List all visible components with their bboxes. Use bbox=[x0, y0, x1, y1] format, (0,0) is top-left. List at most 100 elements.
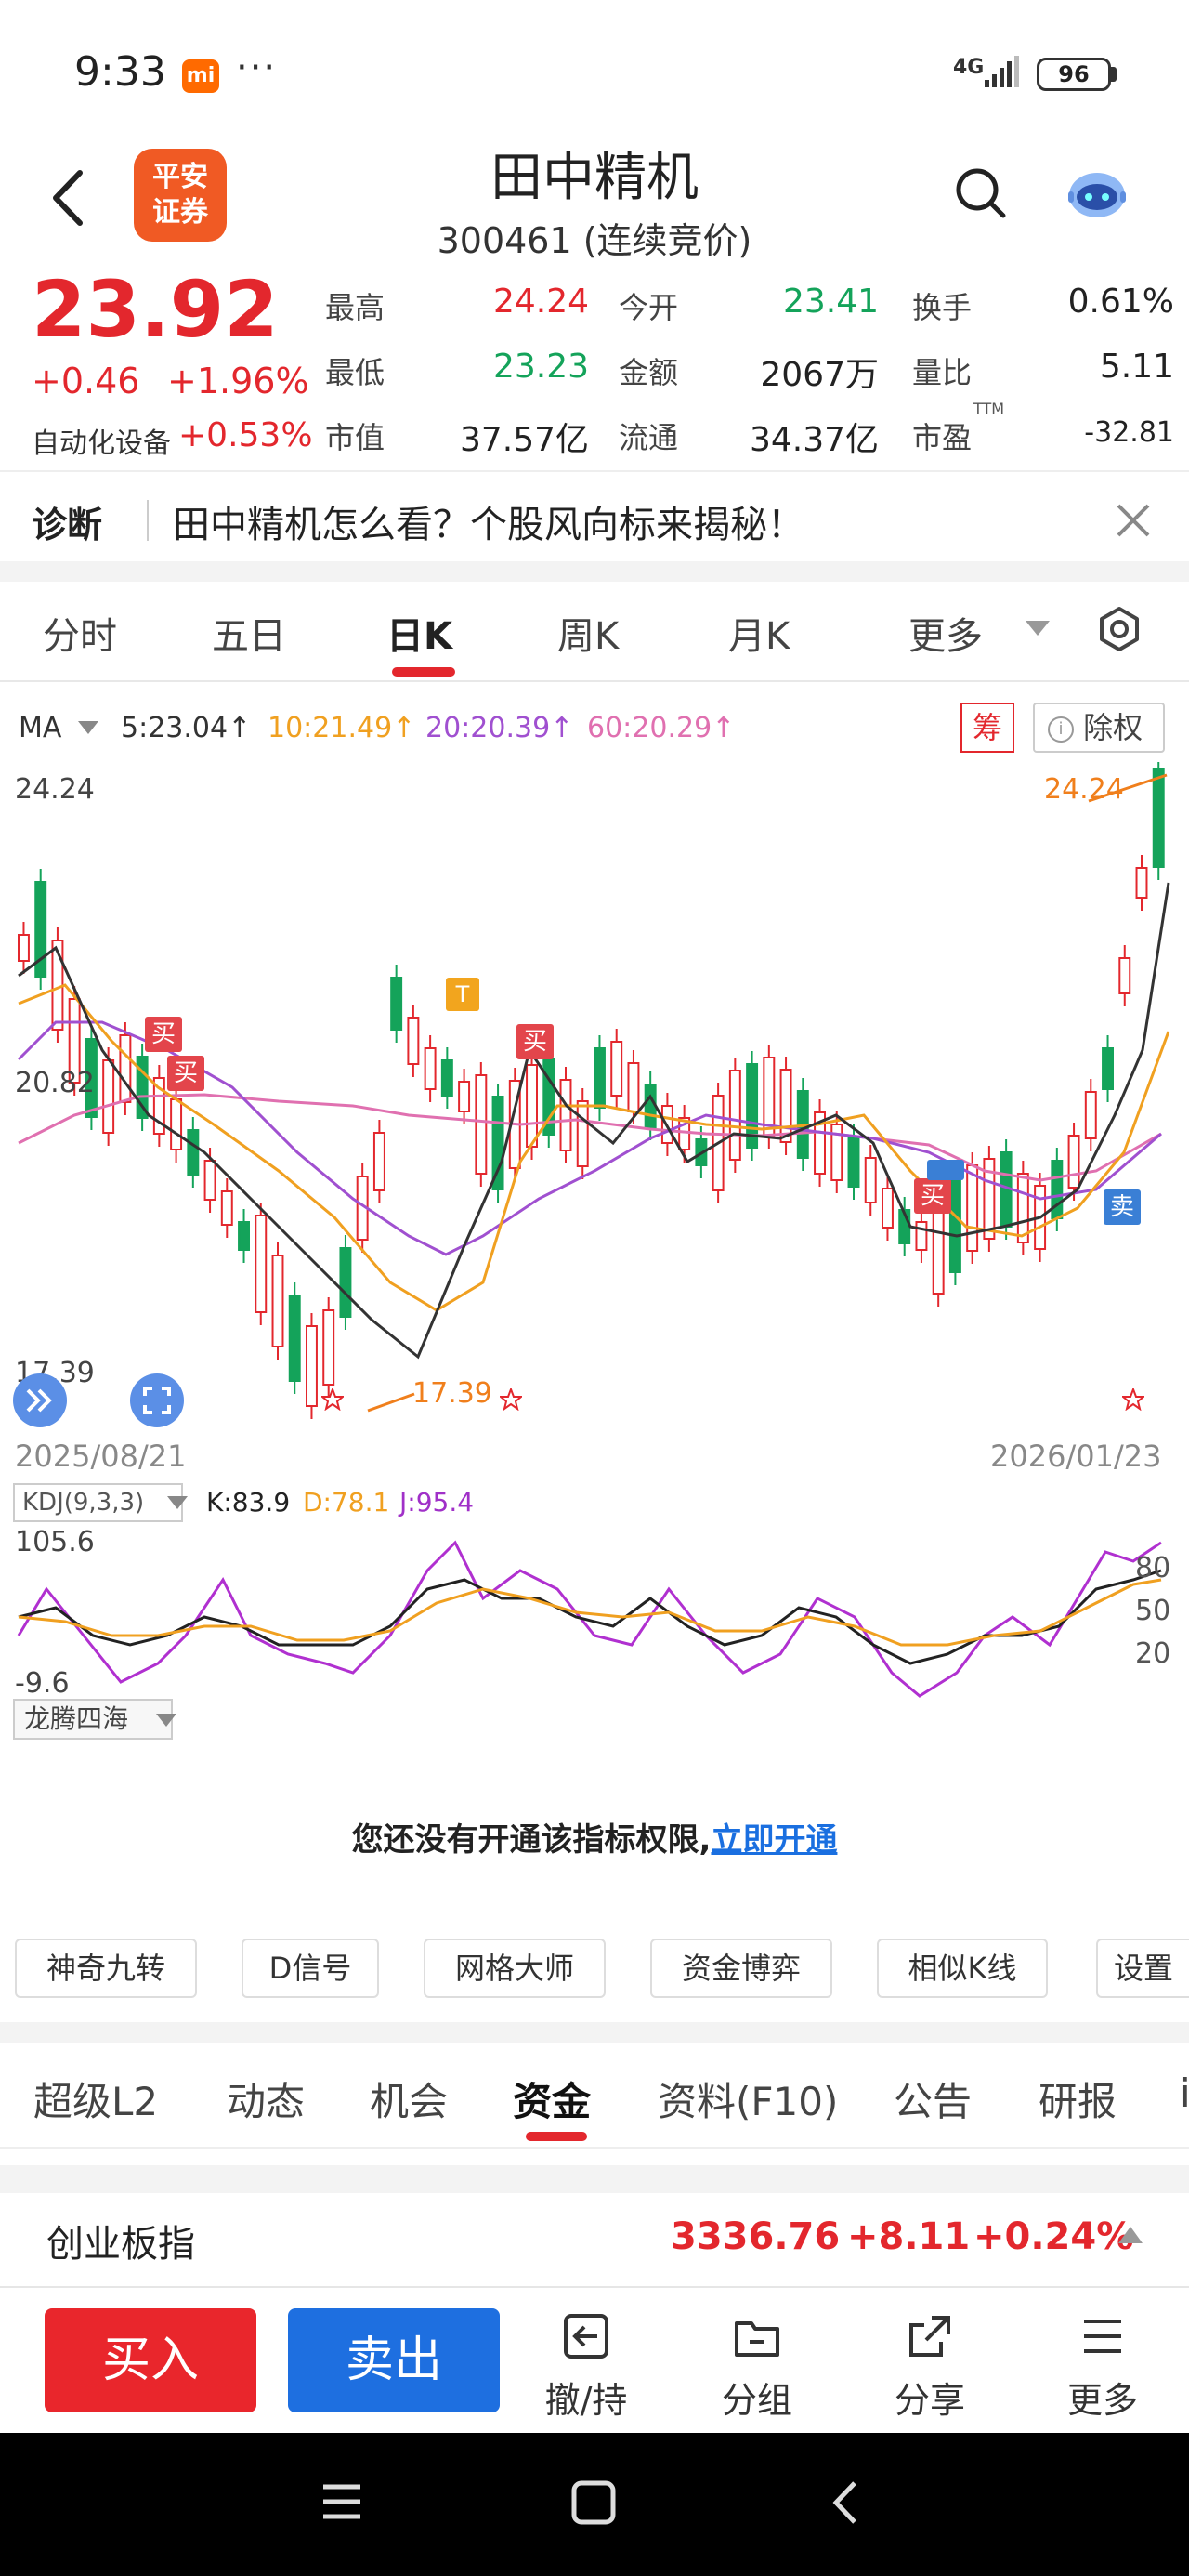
diagnosis-title: 诊断 bbox=[32, 505, 103, 545]
ma10-value: 10:21.49↑ bbox=[268, 712, 416, 744]
candle-body bbox=[170, 1098, 183, 1150]
tool-grid-master[interactable]: 网格大师 bbox=[424, 1939, 606, 1998]
tab-announcements[interactable]: 公告 bbox=[894, 2079, 973, 2124]
caret-down-icon[interactable] bbox=[78, 721, 98, 734]
folder-icon bbox=[735, 2321, 779, 2357]
caret-down-icon[interactable] bbox=[167, 1496, 188, 1509]
caret-up-icon[interactable] bbox=[1118, 2227, 1143, 2243]
index-price: 3336.76 bbox=[671, 2215, 841, 2258]
more-menu-button[interactable]: 更多 bbox=[1033, 2310, 1172, 2423]
recent-apps-icon[interactable] bbox=[320, 2481, 364, 2522]
candle-body bbox=[288, 1295, 301, 1382]
date-start: 2025/08/21 bbox=[15, 1439, 187, 1474]
ex-rights-label: 除权 bbox=[1083, 710, 1143, 745]
tool-magic-nine[interactable]: 神奇九转 bbox=[15, 1939, 197, 1998]
tab-monthly-k[interactable]: 月K bbox=[728, 615, 790, 658]
caret-down-icon[interactable] bbox=[1026, 621, 1050, 637]
open-permission-link[interactable]: 立即开通 bbox=[711, 1821, 838, 1859]
home-icon[interactable] bbox=[570, 2479, 617, 2526]
candle-body bbox=[864, 1157, 877, 1203]
tab-capital[interactable]: 资金 bbox=[513, 2079, 592, 2124]
ai-assistant-robot-icon[interactable] bbox=[1065, 165, 1130, 221]
candle-body bbox=[475, 1074, 488, 1175]
kdj-selector[interactable]: KDJ(9,3,3) bbox=[13, 1483, 184, 1522]
withdraw-hold-button[interactable]: 撤/持 bbox=[516, 2310, 656, 2423]
kline-chart[interactable] bbox=[0, 762, 1189, 1431]
share-button[interactable]: 分享 bbox=[860, 2310, 1000, 2423]
buy-signal-badge: 买 bbox=[516, 1024, 554, 1059]
candle-body bbox=[610, 1041, 623, 1097]
tool-d-signal[interactable]: D信号 bbox=[242, 1939, 379, 1998]
open-value: 23.41 bbox=[782, 283, 879, 321]
signal-bars-icon bbox=[985, 56, 1019, 87]
pe-value: -32.81 bbox=[1084, 416, 1174, 449]
tool-similar-kline[interactable]: 相似K线 bbox=[877, 1939, 1048, 1998]
pe-label: 市盈 bbox=[912, 420, 973, 455]
more-label: 更多 bbox=[1066, 2380, 1138, 2421]
chip-distribution-button[interactable]: 筹 bbox=[960, 703, 1014, 753]
menu-list-icon bbox=[1084, 2320, 1121, 2353]
tab-dynamics[interactable]: 动态 bbox=[227, 2079, 306, 2124]
indicator-selector[interactable]: 龙腾四海 bbox=[13, 1699, 174, 1740]
candle-body bbox=[882, 1188, 894, 1229]
section-gap bbox=[0, 2165, 1189, 2193]
tab-intraday[interactable]: 分时 bbox=[43, 615, 117, 658]
candle-body bbox=[458, 1081, 471, 1112]
candle-body bbox=[238, 1221, 251, 1251]
group-button[interactable]: 分组 bbox=[687, 2310, 827, 2423]
price-high-axis-label: 24.24 bbox=[15, 773, 95, 806]
candle-body bbox=[728, 1070, 741, 1161]
low-marker-line bbox=[367, 1392, 415, 1413]
candle-body bbox=[627, 1062, 640, 1112]
sector-label[interactable]: 自动化设备 bbox=[32, 427, 171, 460]
tab-opportunity[interactable]: 机会 bbox=[370, 2079, 449, 2124]
index-change-percent: +0.24% bbox=[973, 2215, 1134, 2258]
kdj-k-value: K:83.9 bbox=[206, 1487, 291, 1518]
sell-button[interactable]: 卖出 bbox=[288, 2308, 500, 2412]
ma10-line bbox=[18, 983, 1170, 1312]
candle-body bbox=[306, 1325, 318, 1407]
tool-capital-game[interactable]: 资金博弈 bbox=[650, 1939, 832, 1998]
turnover-value: 0.61% bbox=[1067, 283, 1174, 321]
buy-button[interactable]: 买入 bbox=[45, 2308, 256, 2412]
status-time: 9:33 bbox=[74, 48, 166, 96]
back-arrow-icon[interactable] bbox=[46, 165, 93, 230]
close-icon[interactable] bbox=[1113, 500, 1154, 541]
tab-profile-f10[interactable]: 资料(F10) bbox=[658, 2079, 839, 2124]
index-change: +8.11 bbox=[847, 2215, 971, 2258]
search-icon[interactable] bbox=[953, 165, 1009, 221]
price-change-percent: +1.96% bbox=[167, 361, 309, 401]
index-name[interactable]: 创业板指 bbox=[46, 2223, 195, 2266]
active-tab-indicator bbox=[392, 667, 455, 677]
candle-body bbox=[915, 1221, 928, 1251]
tab-research[interactable]: 研报 bbox=[1039, 2079, 1117, 2124]
tab-five-day[interactable]: 五日 bbox=[212, 615, 286, 658]
kdj-level-50: 50 bbox=[1135, 1595, 1171, 1627]
pe-ttm-sup: TTM bbox=[973, 400, 1005, 417]
tab-daily-k[interactable]: 日K bbox=[386, 615, 452, 658]
active-tab-indicator bbox=[526, 2132, 587, 2141]
ex-rights-button[interactable]: i 除权 bbox=[1033, 703, 1165, 753]
divider bbox=[0, 680, 1189, 682]
diagnosis-link[interactable]: 田中精机怎么看？个股风向标来揭秘！ bbox=[173, 504, 804, 546]
expand-panel-button[interactable] bbox=[13, 1373, 67, 1427]
fullscreen-button[interactable] bbox=[130, 1373, 184, 1427]
ma60-line bbox=[18, 1093, 1162, 1182]
kdj-chart[interactable] bbox=[0, 1533, 1189, 1701]
t-signal-badge: T bbox=[446, 978, 479, 1011]
tab-super-l2[interactable]: 超级L2 bbox=[33, 2079, 159, 2124]
candle-body bbox=[559, 1079, 572, 1151]
low-label: 最低 bbox=[325, 355, 385, 390]
candle-body bbox=[1067, 1135, 1080, 1189]
tab-weekly-k[interactable]: 周K bbox=[557, 615, 620, 658]
tab-more[interactable]: 更多 bbox=[908, 615, 983, 658]
tool-settings[interactable]: 设置 bbox=[1096, 1939, 1189, 1998]
current-price: 23.92 bbox=[32, 264, 279, 355]
system-back-icon[interactable] bbox=[827, 2479, 864, 2526]
info-icon: i bbox=[1048, 716, 1074, 743]
ma-selector[interactable]: MA bbox=[19, 712, 62, 744]
gear-icon[interactable] bbox=[1096, 606, 1143, 652]
tab-overflow[interactable]: i bbox=[1180, 2070, 1189, 2116]
caret-down-icon[interactable] bbox=[156, 1714, 176, 1727]
logo-line-2: 证券 bbox=[152, 196, 208, 229]
